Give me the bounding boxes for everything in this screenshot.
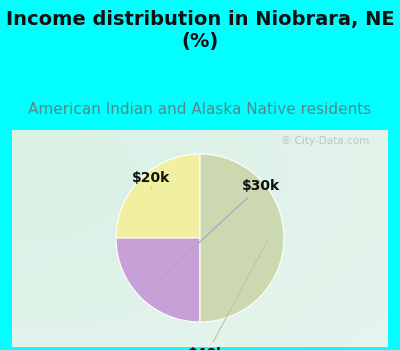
Text: $40k: $40k — [188, 240, 268, 350]
Text: $30k: $30k — [153, 179, 280, 285]
Text: $20k: $20k — [132, 170, 170, 189]
Text: American Indian and Alaska Native residents: American Indian and Alaska Native reside… — [28, 102, 372, 117]
Wedge shape — [116, 238, 200, 322]
FancyBboxPatch shape — [4, 125, 396, 350]
Text: ® City-Data.com: ® City-Data.com — [281, 136, 369, 146]
Wedge shape — [200, 154, 284, 322]
Wedge shape — [116, 154, 200, 238]
Text: Income distribution in Niobrara, NE
(%): Income distribution in Niobrara, NE (%) — [6, 10, 394, 51]
